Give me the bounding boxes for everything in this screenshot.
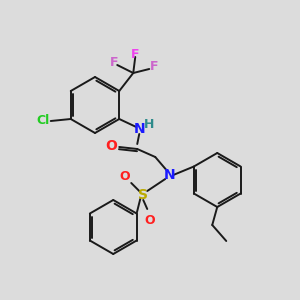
Text: F: F xyxy=(131,47,140,61)
Text: Cl: Cl xyxy=(36,115,50,128)
Text: F: F xyxy=(150,61,158,74)
Text: N: N xyxy=(164,168,175,182)
Text: O: O xyxy=(144,214,154,226)
Text: O: O xyxy=(105,139,117,153)
Text: H: H xyxy=(144,118,154,131)
Text: F: F xyxy=(110,56,118,68)
Text: S: S xyxy=(138,188,148,202)
Text: O: O xyxy=(119,169,130,182)
Text: N: N xyxy=(134,122,145,136)
